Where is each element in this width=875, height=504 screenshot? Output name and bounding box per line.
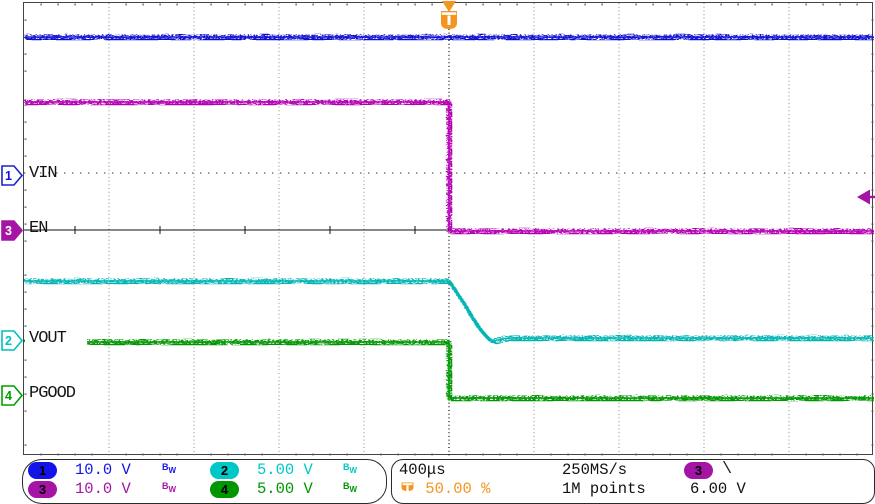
svg-text:3: 3: [5, 224, 12, 238]
svg-text:1: 1: [5, 169, 12, 183]
svg-text:2: 2: [5, 334, 12, 348]
svg-text:4: 4: [5, 389, 12, 403]
